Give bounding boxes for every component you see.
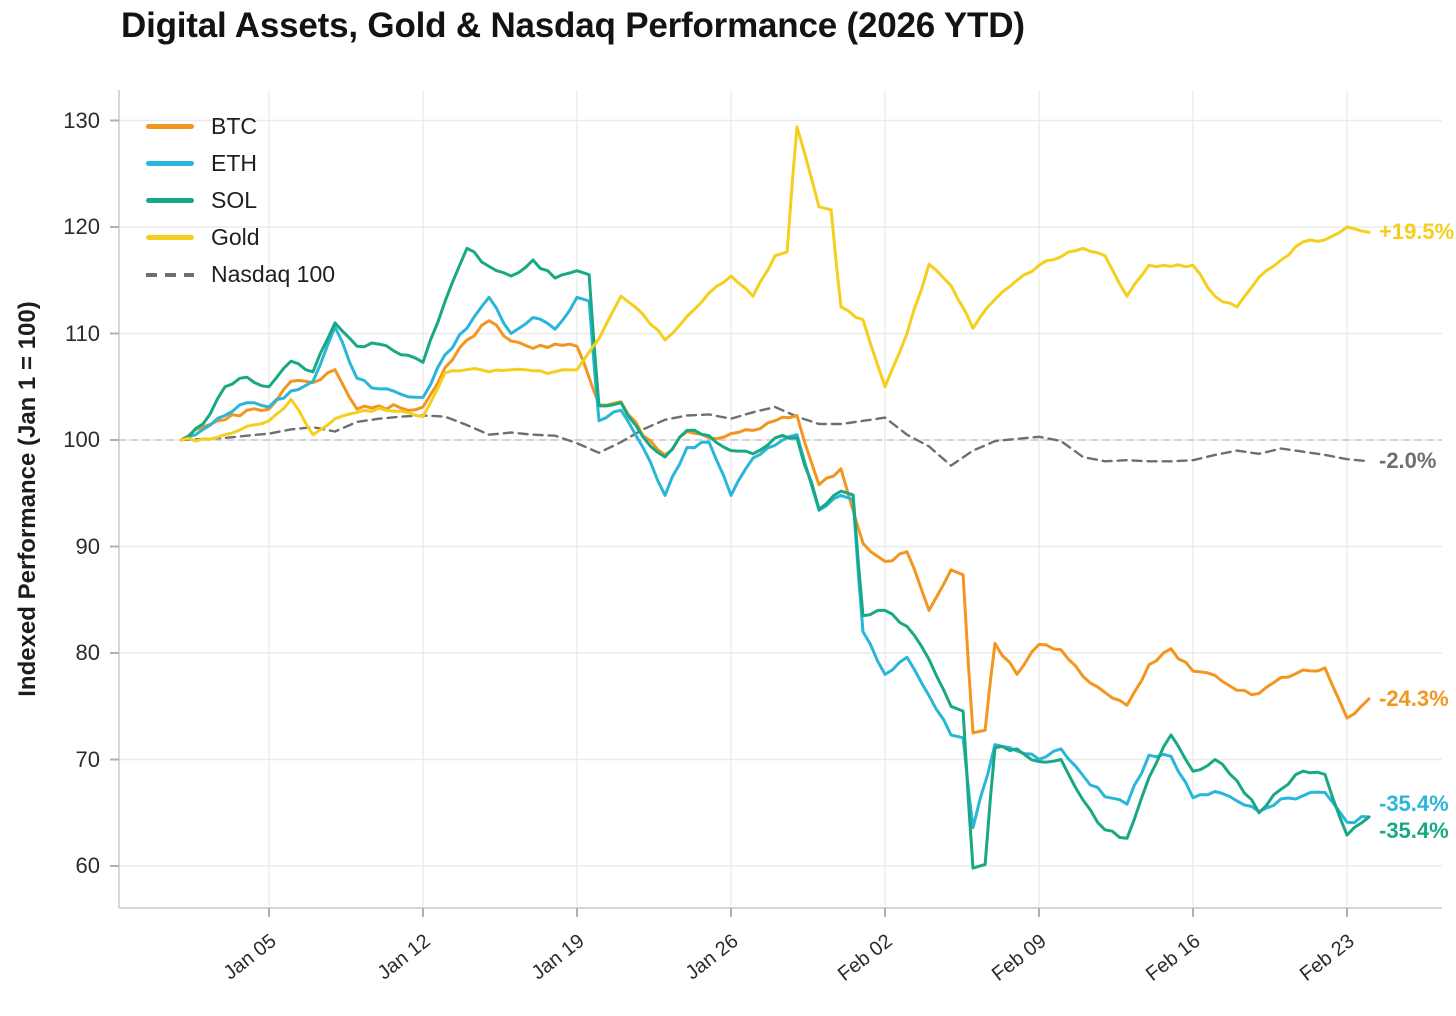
legend-item-sol: SOL [146,182,335,219]
legend-label: ETH [211,150,257,176]
y-tick-label: 110 [64,320,100,346]
legend: BTC ETH SOL Gold Nasdaq 100 [146,108,335,293]
legend-label: Nasdaq 100 [211,261,336,287]
legend-label: SOL [211,187,258,213]
series-line-nasdaq-100 [179,405,1371,467]
series-line-gold [179,125,1371,443]
legend-label: Gold [211,224,260,250]
line-swatch-icon [146,124,194,129]
y-tick-label: 130 [63,107,100,133]
legend-item-eth: ETH [146,145,335,182]
line-swatch-icon [146,161,194,166]
dashed-line-swatch-icon [146,272,194,277]
y-tick-label: 70 [75,746,100,772]
end-label-nasdaq-100: -2.0% [1379,448,1437,474]
end-label-gold: +19.5% [1379,219,1455,245]
y-tick-label: 120 [63,214,100,239]
end-label-btc: -24.3% [1379,685,1449,711]
series-line-eth [179,295,1371,830]
series-line-btc [179,319,1371,735]
y-tick-label: 60 [75,853,100,878]
end-label-eth: -35.4% [1379,790,1449,816]
line-swatch-icon [146,235,194,240]
y-tick-label: 90 [75,533,100,559]
legend-label: BTC [211,113,257,139]
y-axis-title: Indexed Performance (Jan 1 = 100) [14,301,41,697]
line-swatch-icon [146,198,194,203]
chart-title: Digital Assets, Gold & Nasdaq Performanc… [121,6,1025,45]
end-label-sol: -35.4% [1379,817,1449,843]
legend-item-btc: BTC [146,108,335,145]
series-line-sol [179,246,1371,870]
legend-item-nasdaq-100: Nasdaq 100 [146,256,335,293]
y-tick-label: 100 [63,427,100,452]
y-tick-label: 80 [75,640,100,665]
legend-item-gold: Gold [146,219,335,256]
